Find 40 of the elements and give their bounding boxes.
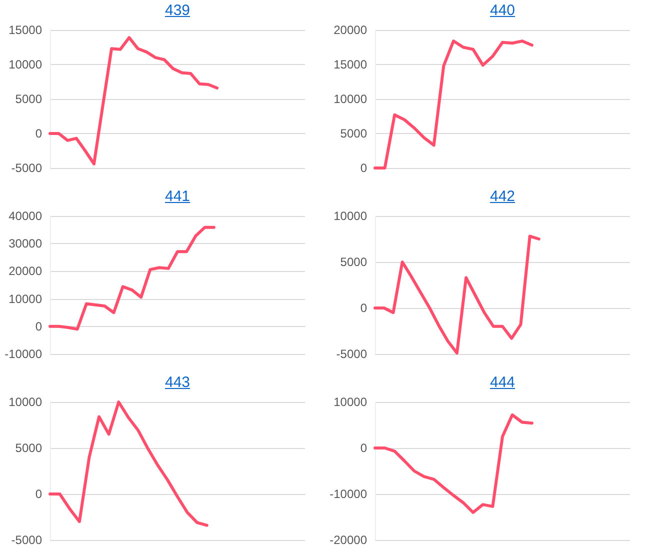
line-series bbox=[374, 234, 540, 355]
y-tick-label: -20000 bbox=[330, 533, 368, 547]
y-tick-label: 10000 bbox=[8, 292, 42, 306]
y-tick-label: 20000 bbox=[334, 23, 368, 37]
y-tick-label: 5000 bbox=[340, 255, 368, 269]
y-tick-label: 5000 bbox=[340, 126, 368, 140]
y-tick-label: 0 bbox=[35, 487, 42, 501]
y-tick-label: 10000 bbox=[334, 92, 368, 106]
y-tick-label: 40000 bbox=[8, 209, 42, 223]
y-tick-label: 20000 bbox=[8, 264, 42, 278]
y-tick-label: 0 bbox=[360, 301, 368, 315]
chart-title: 444 bbox=[488, 374, 516, 391]
y-tick-label: 0 bbox=[360, 441, 368, 455]
y-tick-label: 10000 bbox=[8, 58, 42, 72]
y-tick-label: 0 bbox=[35, 126, 42, 140]
y-tick-label: 10000 bbox=[334, 395, 368, 409]
y-tick-label: 15000 bbox=[334, 58, 368, 72]
line-series bbox=[374, 413, 534, 514]
line-series bbox=[374, 40, 534, 170]
line-series bbox=[48, 400, 208, 527]
y-tick-label: -5000 bbox=[11, 161, 42, 175]
y-tick-label: 5000 bbox=[15, 441, 42, 455]
chart-title: 440 bbox=[488, 2, 516, 19]
y-tick-label: 10000 bbox=[8, 395, 42, 409]
y-tick-label: 0 bbox=[360, 161, 368, 175]
chart-title: 439 bbox=[164, 2, 192, 19]
line-series bbox=[48, 36, 219, 166]
y-tick-label: 30000 bbox=[8, 236, 42, 251]
y-tick-label: -10000 bbox=[330, 487, 368, 501]
y-tick-label: -5000 bbox=[11, 533, 42, 547]
y-tick-label: 5000 bbox=[15, 92, 42, 106]
chart-title: 441 bbox=[164, 188, 192, 205]
chart-title: 442 bbox=[488, 188, 516, 205]
y-tick-label: 15000 bbox=[8, 23, 42, 37]
y-tick-label: -5000 bbox=[336, 347, 368, 361]
y-tick-label: -10000 bbox=[4, 347, 42, 361]
y-tick-label: 10000 bbox=[334, 209, 368, 223]
y-tick-label: 0 bbox=[35, 319, 42, 334]
chart-title: 443 bbox=[164, 374, 192, 391]
line-series bbox=[48, 226, 216, 331]
